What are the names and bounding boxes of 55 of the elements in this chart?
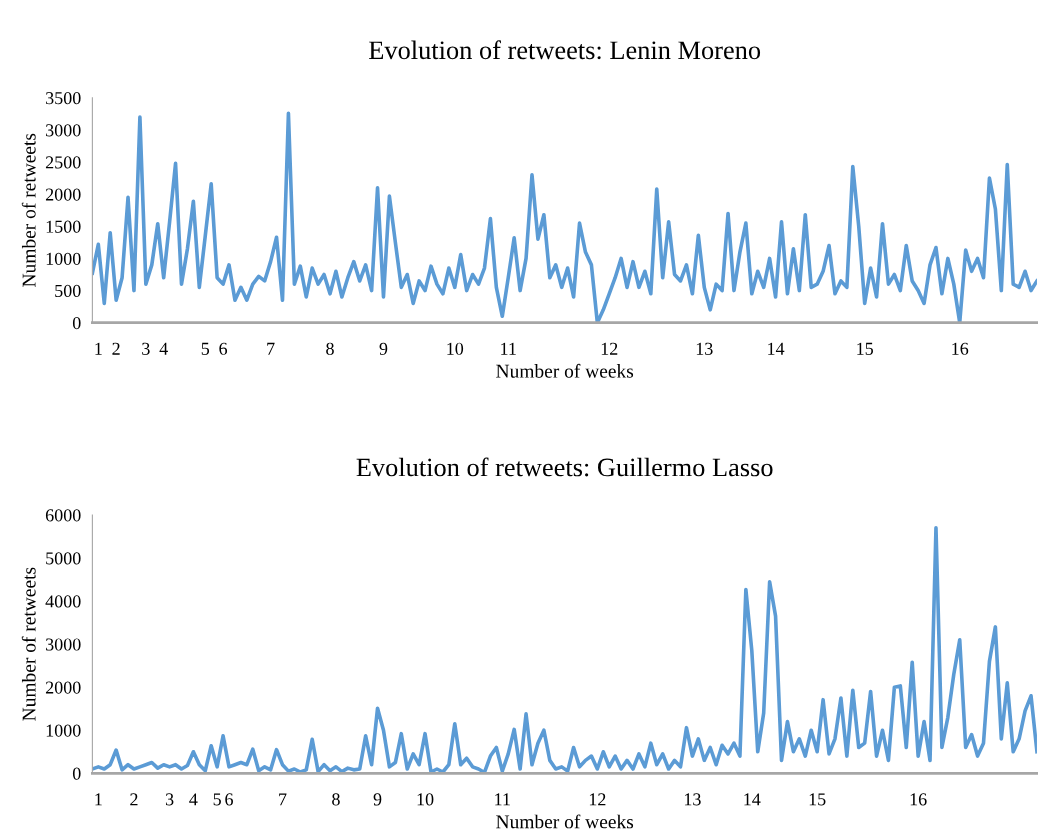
y-tick-label: 0 bbox=[72, 316, 81, 330]
x-tick-label: 6 bbox=[219, 342, 228, 355]
y-tick-label: 1500 bbox=[46, 220, 81, 233]
x-tick-label: 13 bbox=[684, 793, 701, 806]
y-tick-label: 3500 bbox=[46, 92, 81, 105]
y-tick-label: 2000 bbox=[45, 681, 81, 694]
x-tick-label: 14 bbox=[768, 342, 785, 355]
y-tick-label: 6000 bbox=[45, 509, 81, 522]
x-tick-label: 16 bbox=[910, 793, 927, 806]
x-tick-label: 15 bbox=[809, 793, 826, 806]
x-tick-label: 8 bbox=[326, 342, 334, 355]
y-tick-label: 1000 bbox=[46, 252, 81, 265]
x-tick-label: 9 bbox=[373, 793, 382, 806]
y-axis-title: Number of retweets bbox=[21, 567, 36, 721]
x-tick-label: 10 bbox=[447, 342, 464, 355]
x-tick-label: 13 bbox=[696, 342, 713, 355]
x-tick-label: 3 bbox=[142, 342, 150, 355]
y-tick-label: 2000 bbox=[45, 188, 81, 201]
y-tick-label: 4000 bbox=[45, 595, 81, 608]
x-tick-label: 6 bbox=[225, 793, 233, 806]
y-tick-label: 2500 bbox=[45, 156, 81, 169]
x-tick-label: 10 bbox=[417, 793, 434, 806]
x-tick-label: 4 bbox=[159, 342, 168, 355]
x-tick-label: 15 bbox=[857, 342, 873, 355]
x-axis-title: Number of weeks bbox=[496, 363, 634, 378]
chart-title: Evolution of retweets: Lenin Moreno bbox=[369, 40, 761, 60]
y-axis-title: Number of retweets bbox=[21, 133, 36, 287]
x-tick-label: 1 bbox=[95, 342, 102, 355]
y-tick-label: 5000 bbox=[46, 552, 81, 565]
x-tick-label: 8 bbox=[332, 793, 340, 806]
x-tick-label: 11 bbox=[501, 342, 516, 355]
y-tick-label: 3000 bbox=[46, 638, 81, 651]
x-tick-label: 9 bbox=[379, 342, 388, 355]
x-tick-label: 12 bbox=[601, 342, 618, 355]
chart-title: Evolution of retweets: Guillermo Lasso bbox=[356, 457, 773, 477]
line-series bbox=[92, 111, 1037, 323]
x-tick-label: 2 bbox=[130, 793, 138, 806]
x-tick-label: 5 bbox=[213, 793, 221, 806]
x-tick-label: 14 bbox=[744, 793, 761, 806]
x-tick-label: 7 bbox=[267, 342, 275, 355]
x-tick-label: 12 bbox=[589, 793, 606, 806]
x-tick-label: 1 bbox=[95, 793, 102, 806]
y-tick-label: 1000 bbox=[46, 724, 81, 737]
x-tick-label: 3 bbox=[165, 793, 174, 806]
x-tick-label: 7 bbox=[279, 793, 287, 806]
y-tick-label: 0 bbox=[72, 767, 81, 780]
y-tick-label: 500 bbox=[55, 284, 81, 298]
x-tick-label: 4 bbox=[189, 793, 198, 806]
y-tick-label: 3000 bbox=[46, 124, 81, 137]
x-tick-label: 16 bbox=[952, 342, 969, 355]
x-tick-label: 5 bbox=[201, 342, 210, 355]
x-tick-label: 11 bbox=[495, 793, 510, 806]
x-tick-label: 2 bbox=[112, 342, 120, 355]
line-series bbox=[92, 526, 1037, 774]
x-axis-title: Number of weeks bbox=[496, 814, 634, 829]
